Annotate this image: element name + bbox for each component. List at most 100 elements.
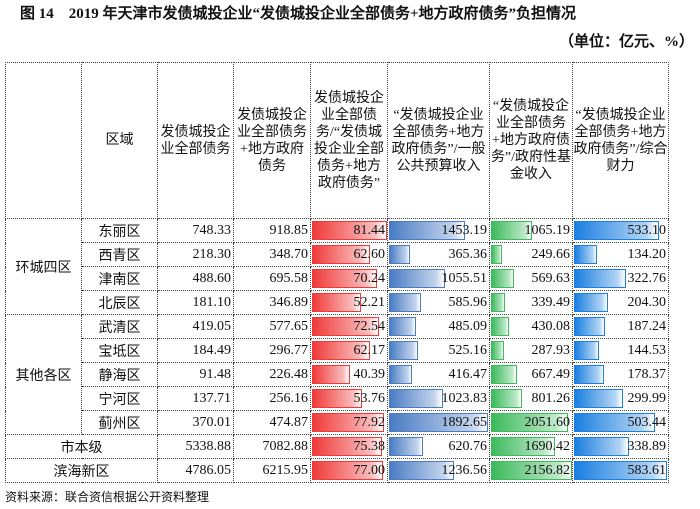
data-bar: [491, 461, 572, 480]
region-name: 滨海新区: [5, 458, 158, 483]
header-total-debt: 发债城投企业全部债务+地方政府债务: [233, 62, 311, 219]
value-cell: 181.10: [157, 290, 234, 315]
data-bar: [389, 461, 455, 480]
region-name: 静海区: [81, 362, 158, 387]
value-cell: 918.85: [233, 218, 311, 243]
value-cell: 1690.42: [489, 434, 573, 459]
value-cell: 667.49: [489, 362, 573, 387]
cell-value: 5338.88: [185, 438, 232, 454]
cell-value: 62.17: [353, 342, 386, 358]
cell-value: 569.63: [531, 270, 571, 286]
data-bar: [574, 389, 623, 408]
header-debt: 发债城投企业全部债务: [157, 62, 234, 219]
table-row: 西青区 218.30 348.70 62.60 365.36 249.66 134.20: [6, 242, 669, 267]
cell-value: 7082.88: [262, 438, 309, 454]
cell-value: 346.89: [269, 294, 309, 310]
value-cell: 249.66: [489, 242, 573, 267]
value-cell: 801.26: [489, 386, 573, 411]
value-cell: 430.08: [489, 314, 573, 339]
cell-value: 667.49: [531, 366, 571, 382]
value-cell: 748.33: [157, 218, 234, 243]
unit-label: （单位：亿元、%）: [558, 34, 694, 50]
data-bar: [389, 221, 466, 240]
cell-value: 287.93: [531, 342, 571, 358]
value-cell: 256.16: [233, 386, 311, 411]
cell-value: 585.96: [448, 294, 488, 310]
header-fund-ratio: “发债城投企业全部债务+地方政府债务”/政府性基金收入: [489, 62, 573, 219]
cell-value: 1236.56: [441, 462, 488, 478]
cell-value: 6215.95: [262, 462, 309, 478]
cell-value: 474.87: [269, 414, 309, 430]
header-public-budget-ratio: “发债城投企业全部债务+地方政府债务”/一般公共预算收入: [387, 62, 490, 219]
cell-value: 488.60: [192, 270, 232, 286]
value-cell: 62.60: [310, 242, 388, 267]
value-cell: 81.44: [310, 218, 388, 243]
data-bar: [312, 365, 351, 384]
cell-value: 4786.05: [185, 462, 232, 478]
cell-value: 525.16: [448, 342, 488, 358]
cell-value: 144.53: [627, 342, 667, 358]
value-cell: 7082.88: [233, 434, 311, 459]
cell-value: 77.92: [353, 414, 386, 430]
value-cell: 503.44: [572, 410, 669, 435]
cell-value: 91.48: [199, 366, 232, 382]
group-label: 其他各区: [5, 314, 82, 435]
value-cell: 204.30: [572, 290, 669, 315]
data-bar: [312, 269, 377, 288]
cell-value: 178.37: [627, 366, 667, 382]
cell-value: 1453.19: [441, 222, 488, 238]
cell-value: 485.09: [448, 318, 488, 334]
cell-value: 322.76: [627, 270, 667, 286]
data-bar: [574, 269, 627, 288]
table-row: 宁河区 137.71 256.16 53.76 1023.83 801.26 299.99: [6, 386, 669, 411]
value-cell: 577.65: [233, 314, 311, 339]
data-bar: [389, 389, 444, 408]
cell-value: 918.85: [269, 222, 309, 238]
table-row: 环城四区 东丽区 748.33 918.85 81.44 1453.19 1065.19 53…: [5, 218, 669, 315]
table-row: 静海区 91.48 226.48 40.39 416.47 667.49 178.37: [6, 362, 669, 387]
value-cell: 416.47: [387, 362, 490, 387]
cell-value: 62.60: [353, 246, 386, 262]
cell-value: 503.44: [627, 414, 667, 430]
value-cell: 178.37: [572, 362, 669, 387]
region-name: 津南区: [81, 266, 158, 291]
cell-value: 2156.82: [524, 462, 571, 478]
table-row: 市本级 5338.88 7082.88 75.38 620.76 1690.42 338.8…: [5, 434, 669, 459]
cell-value: 204.30: [627, 294, 667, 310]
value-cell: 346.89: [233, 290, 311, 315]
data-bar: [491, 269, 514, 288]
value-cell: 488.60: [157, 266, 234, 291]
data-bar: [491, 293, 506, 312]
value-cell: 187.24: [572, 314, 669, 339]
cell-value: 370.01: [192, 414, 232, 430]
value-cell: 348.70: [233, 242, 311, 267]
cell-value: 134.20: [627, 246, 667, 262]
cell-value: 299.99: [627, 390, 667, 406]
value-cell: 53.76: [310, 386, 388, 411]
data-bar: [574, 413, 655, 432]
value-cell: 77.92: [310, 410, 388, 435]
cell-value: 218.30: [192, 246, 232, 262]
cell-value: 137.71: [192, 390, 232, 406]
value-cell: 75.38: [310, 434, 388, 459]
table-row: 蓟州区 370.01 474.87 77.92 1892.65 2051.60 503.44: [6, 410, 669, 435]
data-bar: [491, 389, 523, 408]
region-name: 蓟州区: [81, 410, 158, 435]
cell-value: 583.61: [627, 462, 667, 478]
cell-value: 72.54: [353, 318, 386, 334]
data-bar: [389, 317, 416, 336]
cell-value: 801.26: [531, 390, 571, 406]
data-bar: [312, 293, 361, 312]
cell-value: 348.70: [269, 246, 309, 262]
debt-table: 区域 发债城投企业全部债务 发债城投企业全部债务+地方政府债务 发债城投企业全部…: [5, 62, 669, 483]
data-bar: [389, 365, 413, 384]
data-bar: [312, 413, 384, 432]
region-name: 北辰区: [81, 290, 158, 315]
cell-value: 52.21: [353, 294, 386, 310]
data-bar: [389, 437, 423, 456]
data-bar: [491, 413, 568, 432]
data-bar: [389, 245, 410, 264]
header-debt-ratio: 发债城投企业全部债务/“发债城投企业全部债务+地方政府债务”: [310, 62, 388, 219]
value-cell: 184.49: [157, 338, 234, 363]
cell-value: 81.44: [353, 222, 386, 238]
